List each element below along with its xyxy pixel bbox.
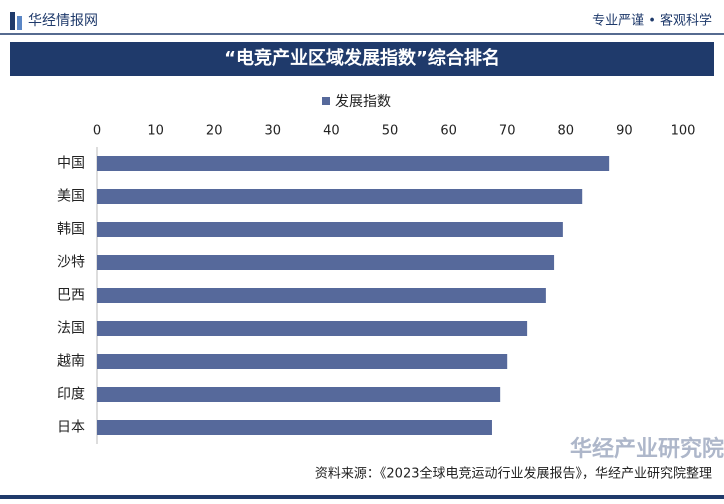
y-tick-label: 中国 bbox=[57, 156, 85, 172]
source: 资料来源：《2023全球电竞运动行业发展报告》，华经产业研究院整理 bbox=[315, 466, 712, 482]
chart-title: “电竞产业区域发展指数”综合排名 bbox=[224, 47, 500, 69]
bar bbox=[97, 420, 492, 435]
x-tick-label: 70 bbox=[499, 124, 516, 139]
x-tick-label: 20 bbox=[206, 124, 223, 139]
x-tick-label: 0 bbox=[93, 124, 101, 139]
bar bbox=[97, 222, 563, 237]
x-tick-label: 40 bbox=[323, 124, 340, 139]
y-tick-label: 法国 bbox=[57, 321, 85, 337]
logo-mark bbox=[10, 12, 15, 30]
watermark: 华经产业研究院 bbox=[570, 436, 724, 462]
y-tick-label: 韩国 bbox=[57, 222, 85, 238]
y-tick-label: 日本 bbox=[57, 420, 85, 436]
x-tick-label: 50 bbox=[382, 124, 399, 139]
brand: 华经情报网 bbox=[28, 13, 98, 29]
x-tick-label: 60 bbox=[440, 124, 457, 139]
bar bbox=[97, 354, 508, 369]
slogan: 专业严谨 • 客观科学 bbox=[592, 13, 712, 29]
y-tick-label: 巴西 bbox=[57, 288, 85, 304]
bar bbox=[97, 387, 501, 402]
bar bbox=[97, 321, 528, 336]
bar bbox=[97, 189, 583, 204]
y-tick-label: 美国 bbox=[57, 189, 85, 205]
bar bbox=[97, 255, 555, 270]
legend-label: 发展指数 bbox=[335, 94, 391, 110]
x-tick-label: 90 bbox=[616, 124, 633, 139]
x-tick-label: 80 bbox=[558, 124, 575, 139]
y-tick-label: 印度 bbox=[57, 387, 85, 403]
x-tick-label: 10 bbox=[147, 124, 164, 139]
x-tick-label: 30 bbox=[265, 124, 282, 139]
bar bbox=[97, 156, 610, 171]
y-tick-label: 沙特 bbox=[57, 255, 85, 271]
y-tick-label: 越南 bbox=[57, 354, 85, 370]
title-banner bbox=[10, 42, 714, 76]
bar bbox=[97, 288, 546, 303]
legend-swatch bbox=[322, 97, 330, 105]
logo-mark bbox=[17, 16, 22, 30]
x-tick-label: 100 bbox=[671, 124, 696, 139]
